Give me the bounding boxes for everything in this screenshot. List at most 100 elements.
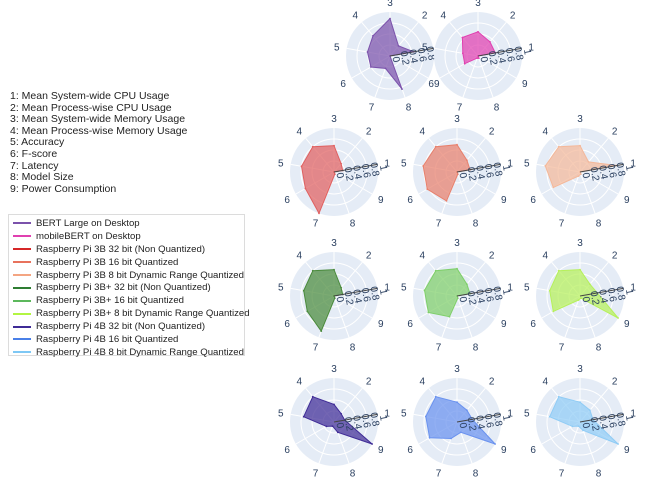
axis-label: 7 [436, 343, 442, 354]
data-point [466, 409, 468, 412]
data-point [311, 395, 314, 398]
axis-label: 5 [278, 159, 284, 170]
data-point [466, 159, 468, 162]
data-point [589, 409, 591, 412]
radial-tick-label: 0 [334, 422, 346, 430]
axis-label: 3 [331, 238, 337, 249]
radial-tick-label: 0.2 [588, 290, 601, 306]
chart-legend: BERT Large on Desktop mobileBERT on Desk… [8, 214, 250, 359]
axis-label: 1 [630, 159, 636, 170]
radial-tick-label: 1 [377, 414, 389, 422]
data-point [371, 443, 373, 445]
data-point [617, 443, 619, 445]
radial-tick-label: 0.8 [368, 162, 381, 178]
data-point [579, 144, 581, 147]
radial-tick-label: 0 [457, 172, 469, 180]
data-point [582, 429, 584, 432]
radial-tick-label: 0.6 [605, 163, 618, 179]
data-point [434, 395, 437, 398]
axis-label: 3 [454, 364, 460, 375]
axis-label: 4 [543, 251, 549, 262]
legend-swatch [13, 312, 31, 315]
data-point [304, 187, 307, 190]
data-point [548, 289, 551, 292]
radar-panel: 00.20.40.60.811 2 3 4 5 6 7 8 9 [278, 364, 390, 480]
radial-tick-label: 0.2 [588, 416, 601, 432]
series-area [303, 269, 344, 333]
series-area [423, 268, 471, 318]
legend-swatch [13, 261, 31, 264]
axis-label: 5 [401, 283, 407, 294]
legend-item-pi3bplus-32bit[interactable]: Raspberry Pi 3B+ 32 bit (Non Quantized) [13, 281, 244, 294]
radial-tick-label: 0.6 [605, 287, 618, 303]
legend-item-pi4b-16bit[interactable]: Raspberry Pi 4B 16 bit Quantized [13, 333, 244, 346]
legend-item-pi3b-8bit[interactable]: Raspberry Pi 3B 8 bit Dynamic Range Quan… [13, 269, 244, 282]
radial-tick-label: 0.6 [605, 413, 618, 429]
axis-label: 6 [407, 195, 413, 206]
legend-item-pi3bplus-16bit[interactable]: Raspberry Pi 3B+ 16 bit Quantized [13, 294, 244, 307]
spoke-line [477, 55, 494, 98]
axis-label: 7 [313, 219, 319, 230]
radial-tick-label: 0.8 [614, 412, 627, 428]
radial-tick-label: 0 [580, 172, 592, 180]
radial-tick-label: 1 [377, 164, 389, 172]
data-point [434, 145, 437, 148]
legend-item-pi3b-32bit[interactable]: Raspberry Pi 3B 32 bit (Non Quantized) [13, 243, 244, 256]
radial-tick-label: 0.8 [491, 286, 504, 302]
radial-tick-label: 0.4 [473, 165, 486, 181]
axis-label: 6 [284, 445, 290, 456]
axis-label: 9 [501, 445, 507, 456]
axis-label: 6 [284, 195, 290, 206]
axis-label: 6 [407, 319, 413, 330]
data-point [456, 267, 458, 270]
radial-axis-line [456, 163, 501, 173]
data-point [463, 62, 466, 65]
axis-label: 7 [559, 219, 565, 230]
series-area [300, 145, 344, 215]
data-point [311, 269, 314, 272]
axis-label: 4 [543, 127, 549, 138]
axis-label: 7 [457, 103, 463, 114]
axis-label: 4 [420, 377, 426, 388]
data-point [448, 315, 451, 318]
axis-label: 7 [559, 343, 565, 354]
legend-item-pi3bplus-8bit[interactable]: Raspberry Pi 3B+ 8 bit Dynamic Range Qua… [13, 307, 250, 320]
axis-label: 2 [612, 377, 618, 388]
spoke-line [477, 55, 517, 79]
axis-label: 7 [369, 103, 375, 114]
radial-axis-line [477, 47, 522, 57]
metric-key-item: 4: Mean Process-wise Memory Usage [10, 124, 188, 137]
legend-label: Raspberry Pi 4B 16 bit Quantized [36, 333, 179, 345]
data-point [340, 412, 342, 415]
radial-tick-label: 0.4 [596, 415, 609, 431]
data-point [589, 283, 591, 286]
data-point [461, 36, 464, 39]
spoke-line [564, 171, 581, 214]
spoke-line [389, 55, 429, 79]
axis-label: 3 [454, 114, 460, 125]
legend-item-pi4b-8bit[interactable]: Raspberry Pi 4B 8 bit Dynamic Range Quan… [13, 346, 244, 359]
axis-label: 5 [334, 43, 340, 54]
radial-tick-label: 0.4 [473, 289, 486, 305]
radar-panel: 00.20.40.60.811 2 3 4 5 6 7 8 9 [278, 114, 390, 230]
data-point [557, 145, 560, 148]
metric-key-item: 5: Accuracy [10, 136, 65, 149]
legend-item-bert-large-desktop[interactable]: BERT Large on Desktop [13, 217, 244, 230]
radial-tick-label: 0.2 [465, 290, 478, 306]
radial-tick-label: 0.4 [406, 49, 419, 65]
data-point [401, 88, 403, 90]
metric-key-item: 3: Mean System-wide Memory Usage [10, 113, 186, 126]
radial-tick-label: 0.6 [359, 287, 372, 303]
spoke-line [456, 171, 496, 195]
legend-item-pi3b-16bit[interactable]: Raspberry Pi 3B 16 bit Quantized [13, 256, 244, 269]
axis-label: 8 [473, 219, 479, 230]
axis-label: 4 [420, 251, 426, 262]
axis-label: 1 [630, 283, 636, 294]
radial-tick-label: 0 [334, 296, 346, 304]
legend-item-pi4b-32bit[interactable]: Raspberry Pi 4B 32 bit (Non Quantized) [13, 320, 244, 333]
radial-axis-line [456, 413, 501, 423]
axis-label: 6 [530, 195, 536, 206]
legend-label: Raspberry Pi 4B 8 bit Dynamic Range Quan… [36, 346, 244, 358]
data-point [459, 431, 462, 434]
legend-item-mobilebert-desktop[interactable]: mobileBERT on Desktop [13, 230, 244, 243]
